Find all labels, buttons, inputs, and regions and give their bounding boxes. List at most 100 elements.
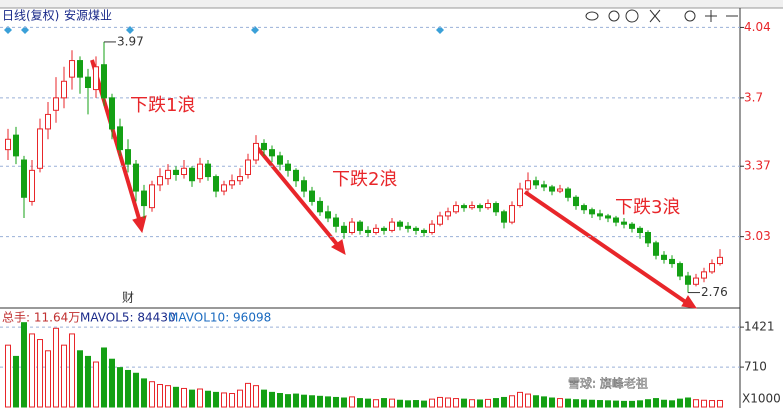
volume-bar (669, 400, 675, 408)
volume-bar (605, 400, 611, 408)
candle-body (605, 215, 611, 219)
volume-bar (253, 385, 259, 408)
volume-bar (421, 400, 427, 408)
candle-body (437, 215, 443, 225)
candle-body (661, 254, 667, 260)
candle-body (205, 163, 211, 178)
volume-bar (141, 378, 147, 408)
volume-bar (717, 399, 723, 408)
volume-bar (693, 399, 699, 408)
wave-annotation: 下跌1浪 (130, 95, 195, 116)
volume-bar (309, 395, 315, 408)
volume-bar (517, 391, 523, 408)
volume-bar (21, 322, 27, 408)
volume-bar (389, 398, 395, 408)
candle-body (565, 188, 571, 198)
volume-tick-label: 1421 (744, 320, 775, 334)
volume-bar (621, 400, 627, 408)
candle-body (253, 142, 259, 161)
candle-body (317, 200, 323, 213)
candle-body (77, 60, 83, 78)
candle-body (341, 225, 347, 234)
candle-body (37, 128, 43, 169)
volume-bar (301, 394, 307, 408)
volume-bar (613, 400, 619, 408)
volume-bar (581, 399, 587, 408)
candle-body (221, 184, 227, 192)
stock-name: 安源煤业 (64, 8, 112, 23)
candle-body (173, 169, 179, 176)
candle-body (613, 217, 619, 223)
candle-body (693, 277, 699, 285)
volume-bar (541, 396, 547, 408)
volume-bar (397, 399, 403, 408)
volume-bar (325, 396, 331, 408)
candle-body (501, 211, 507, 223)
candle-body (365, 229, 371, 234)
candle-body (421, 229, 427, 234)
candle-body (229, 180, 235, 186)
volume-bar (365, 398, 371, 408)
volume-bar (61, 344, 67, 408)
y-tick-label: 3.37 (744, 159, 771, 173)
volume-bar (405, 400, 411, 408)
candle-body (629, 223, 635, 229)
volume-bar (341, 397, 347, 408)
candle-body (197, 163, 203, 180)
candle-body (53, 97, 59, 111)
volume-bar (245, 382, 251, 408)
candle-body (445, 211, 451, 217)
candle-body (181, 167, 187, 176)
volume-bar (661, 399, 667, 408)
volume-bar (133, 372, 139, 408)
volume-bar (229, 393, 235, 408)
volume-bar (269, 391, 275, 408)
candle-body (277, 155, 283, 165)
candle-body (333, 217, 339, 227)
volume-bar (469, 399, 475, 408)
candle-body (581, 205, 587, 211)
volume-bar (653, 398, 659, 408)
candle-body (301, 180, 307, 192)
candle-body (309, 190, 315, 202)
wave-annotation: 下跌2浪 (332, 169, 397, 190)
volume-unit: X1000 (742, 392, 781, 406)
candle-body (653, 242, 659, 256)
volume-tick-label: 710 (744, 360, 767, 374)
high-label: 3.97 (117, 34, 144, 48)
volume-bar (109, 358, 115, 408)
volume-bar (13, 355, 19, 408)
watermark: 雪球: 旗峰老祖 (568, 376, 648, 391)
volume-bar (637, 400, 643, 408)
candle-body (509, 205, 515, 223)
volume-bar (701, 399, 707, 408)
candle-body (597, 213, 603, 217)
candle-body (469, 205, 475, 209)
candle-body (245, 159, 251, 175)
candle-body (525, 180, 531, 190)
wave-annotation: 下跌3浪 (615, 197, 680, 218)
candle-body (717, 256, 723, 265)
candle-body (45, 113, 51, 130)
candle-body (677, 263, 683, 277)
trend-arrows (90, 59, 698, 309)
volume-bar (549, 397, 555, 408)
volume-bar (645, 399, 651, 408)
candle-body (149, 184, 155, 209)
y-tick-label: 4.04 (744, 20, 771, 34)
volume-bar (445, 397, 451, 408)
volume-bar (125, 369, 131, 408)
volume-bar (461, 398, 467, 408)
candle-body (709, 263, 715, 273)
candle-body (541, 184, 547, 188)
candle-body (669, 258, 675, 265)
candle-body (493, 203, 499, 213)
volume-bar (117, 367, 123, 408)
volume-bar (173, 386, 179, 408)
y-tick-label: 3.7 (744, 90, 763, 104)
candle-body (325, 211, 331, 219)
volume-bar (373, 399, 379, 408)
volume-bar (685, 397, 691, 408)
toolbar (0, 0, 783, 8)
